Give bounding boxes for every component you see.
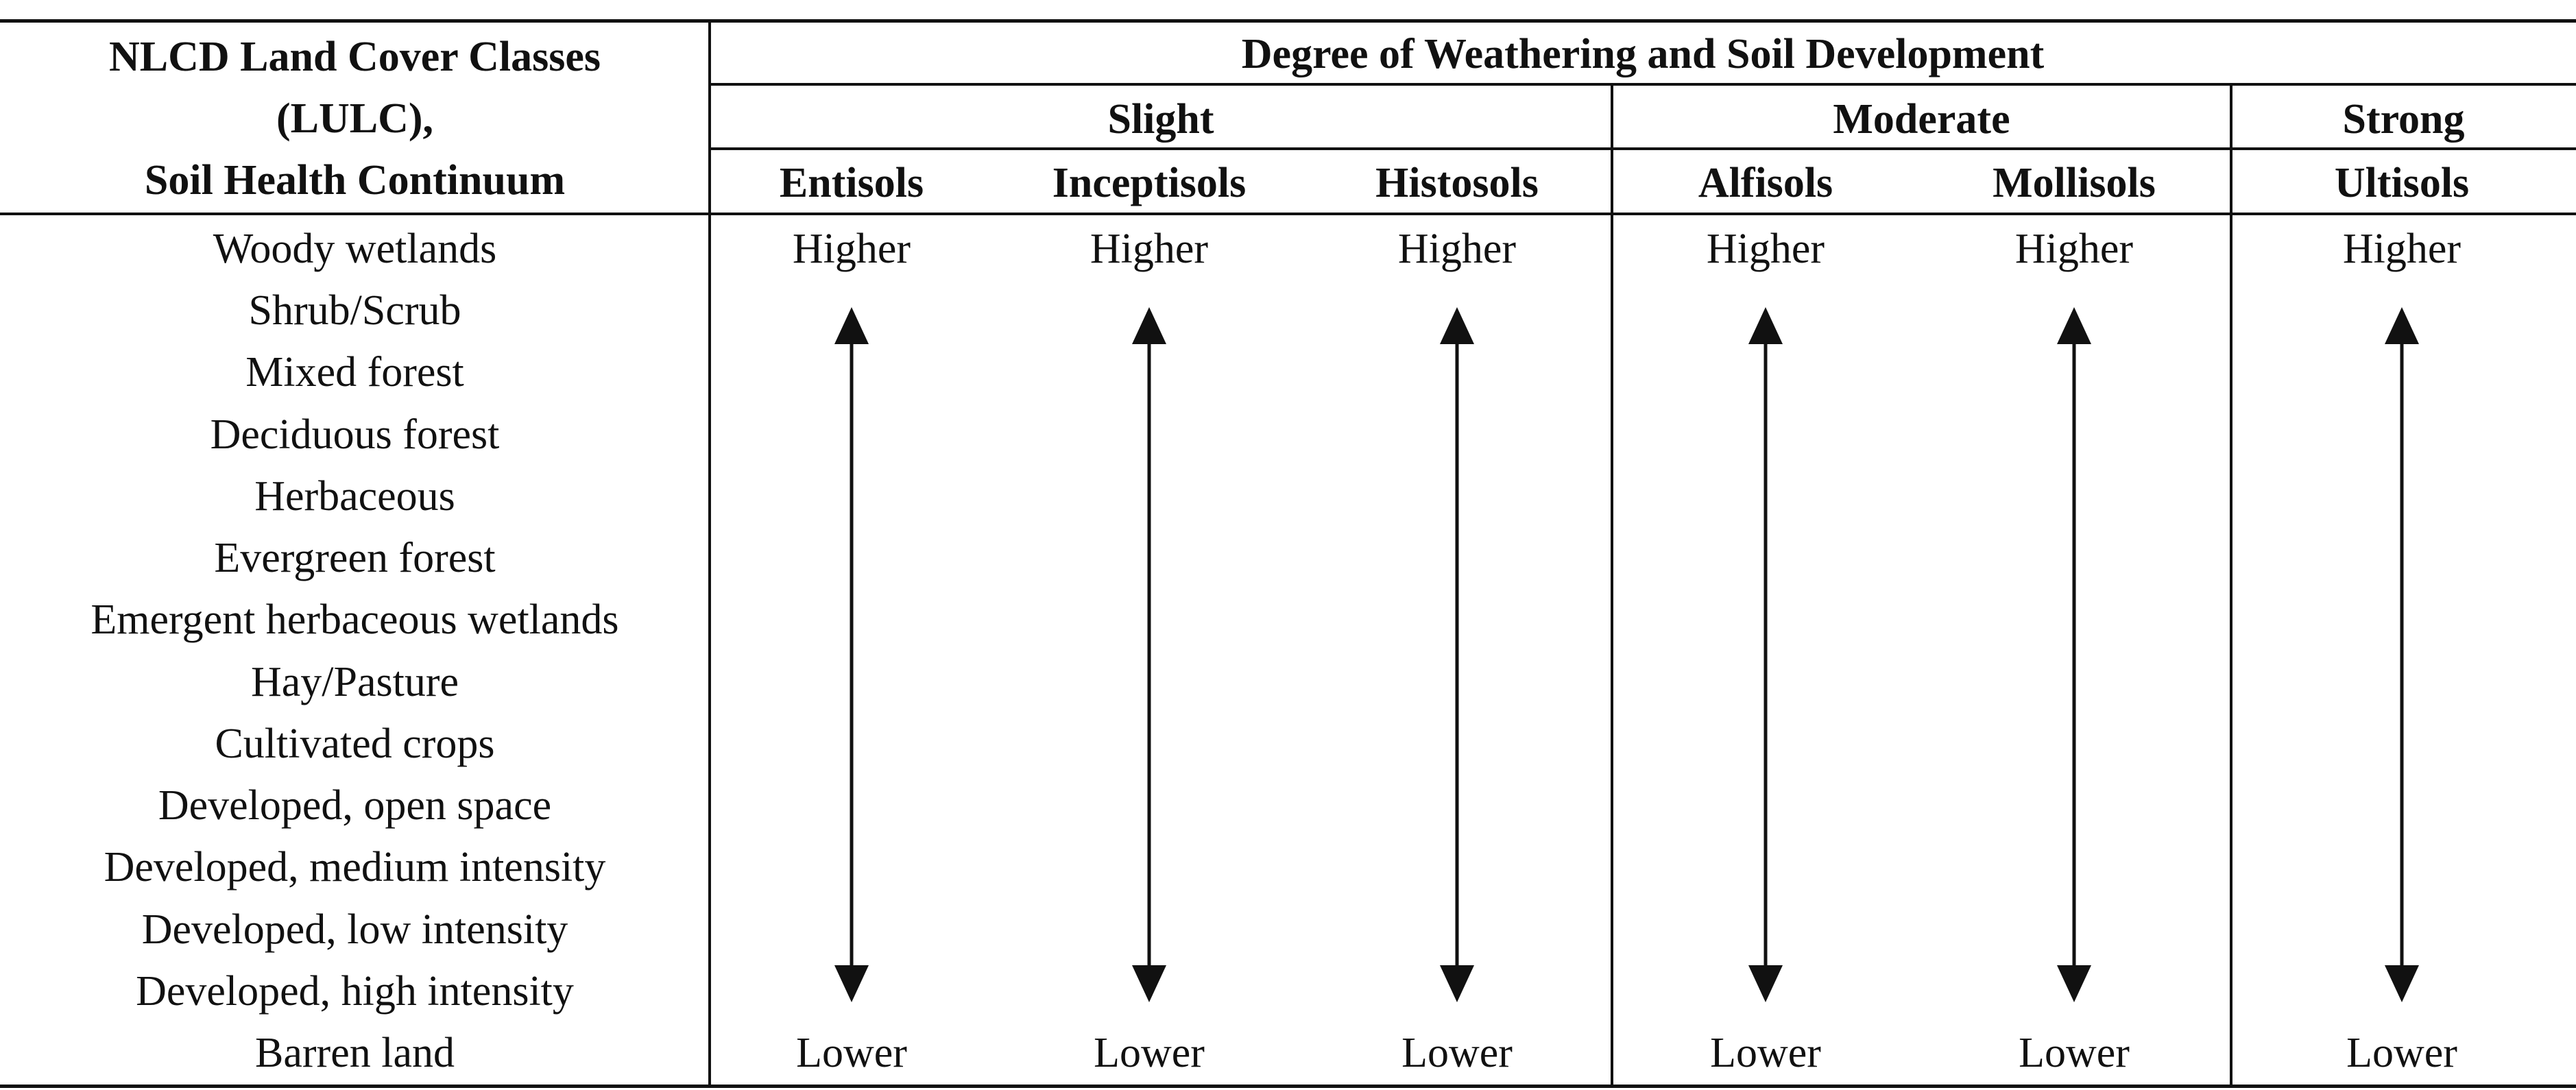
- arrow-inceptisols-icon: [1132, 307, 1166, 1002]
- lower-label-entisols: Lower: [796, 1030, 907, 1076]
- arrow-entisols-icon: [834, 307, 869, 1002]
- higher-label-alfisols: Higher: [1706, 226, 1825, 272]
- land-cover-label: Shrub/Scrub: [248, 287, 461, 334]
- land-cover-label: Developed, open space: [158, 782, 552, 829]
- column-divider-moderate-strong: [2230, 83, 2232, 1088]
- header-bottom-rule: [0, 213, 2576, 215]
- lower-label-mollisols: Lower: [2019, 1030, 2130, 1076]
- soil-header-mollisols: Mollisols: [1993, 160, 2156, 206]
- land-cover-label: Cultivated crops: [215, 720, 495, 767]
- bottom-rule: [0, 1085, 2576, 1088]
- group-header: Degree of Weathering and Soil Developmen…: [1241, 31, 2045, 77]
- arrow-alfisols-icon: [1748, 307, 1783, 1002]
- column-divider-labels: [708, 19, 711, 1088]
- soil-header-entisols: Entisols: [779, 160, 924, 206]
- degree-header-moderate: Moderate: [1833, 96, 2010, 143]
- column-divider-slight-moderate: [1611, 83, 1613, 1088]
- degree-header-slight: Slight: [1107, 96, 1214, 143]
- land-cover-label: Developed, medium intensity: [104, 844, 606, 891]
- land-cover-label: Deciduous forest: [210, 411, 500, 458]
- higher-label-inceptisols: Higher: [1090, 226, 1209, 272]
- land-cover-label: Hay/Pasture: [250, 659, 459, 705]
- soil-header-ultisols: Ultisols: [2334, 160, 2470, 206]
- higher-label-entisols: Higher: [792, 226, 911, 272]
- land-cover-label: Herbaceous: [254, 473, 455, 520]
- higher-label-ultisols: Higher: [2342, 226, 2461, 272]
- land-cover-label: Developed, high intensity: [136, 968, 574, 1015]
- land-cover-label: Mixed forest: [245, 349, 464, 396]
- land-cover-label: Developed, low intensity: [141, 906, 568, 953]
- land-cover-label: Barren land: [255, 1030, 455, 1076]
- lower-label-histosols: Lower: [1401, 1030, 1513, 1076]
- higher-label-mollisols: Higher: [2014, 226, 2134, 272]
- degree-header-strong: Strong: [2342, 96, 2465, 143]
- degree-header-rule: [710, 147, 2576, 150]
- row-header-line-1: NLCD Land Cover Classes: [108, 34, 601, 80]
- row-header-line-3: Soil Health Continuum: [144, 157, 566, 204]
- soil-header-inceptisols: Inceptisols: [1052, 160, 1247, 206]
- soil-header-histosols: Histosols: [1375, 160, 1539, 206]
- soil-header-alfisols: Alfisols: [1698, 160, 1833, 206]
- lower-label-inceptisols: Lower: [1094, 1030, 1205, 1076]
- lower-label-alfisols: Lower: [1710, 1030, 1821, 1076]
- land-cover-label: Emergent herbaceous wetlands: [91, 596, 619, 643]
- higher-label-histosols: Higher: [1397, 226, 1517, 272]
- arrow-mollisols-icon: [2057, 307, 2091, 1002]
- land-cover-label: Woody wetlands: [213, 226, 497, 272]
- arrow-ultisols-icon: [2385, 307, 2419, 1002]
- group-header-rule: [710, 83, 2576, 86]
- row-header-line-2: (LULC),: [276, 95, 434, 142]
- top-rule: [0, 19, 2576, 23]
- arrow-histosols-icon: [1440, 307, 1474, 1002]
- land-cover-label: Evergreen forest: [214, 535, 496, 581]
- lower-label-ultisols: Lower: [2346, 1030, 2457, 1076]
